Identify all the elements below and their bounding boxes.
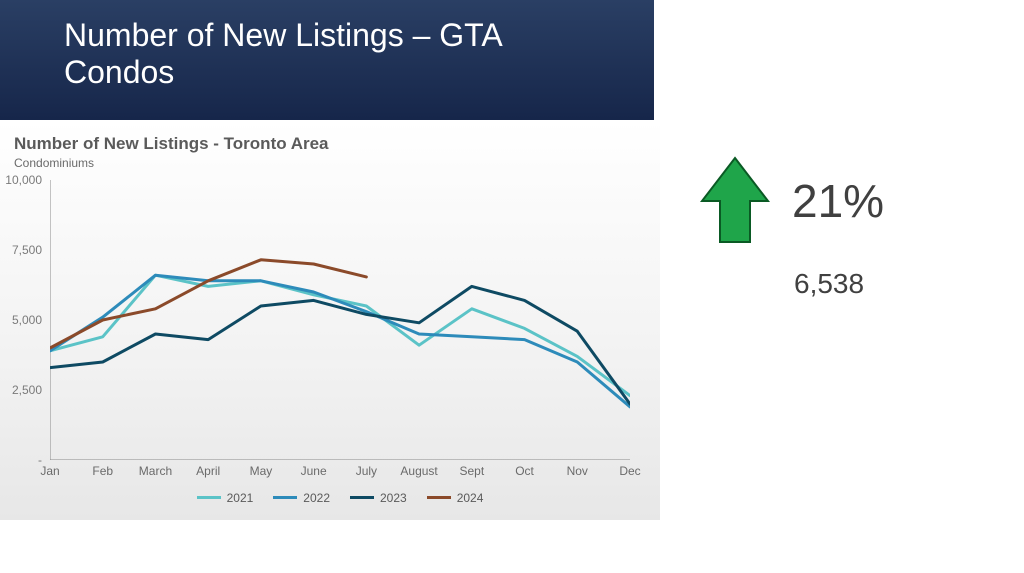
series-line-2021: [50, 275, 630, 395]
legend-label: 2021: [227, 491, 254, 505]
x-tick-label: June: [301, 464, 327, 478]
legend-label: 2023: [380, 491, 407, 505]
legend-swatch: [427, 496, 451, 499]
x-tick-label: Dec: [619, 464, 640, 478]
percent-change: 21%: [792, 174, 884, 228]
y-tick-label: -: [0, 453, 42, 467]
legend-item-2024: 2024: [427, 491, 484, 505]
legend-swatch: [350, 496, 374, 499]
legend-swatch: [197, 496, 221, 499]
stat-panel: 21% 6,538: [700, 156, 1000, 300]
chart-legend: 2021 2022 2023 2024: [50, 488, 630, 505]
slide-title: Number of New Listings – GTA: [64, 18, 654, 53]
x-tick-label: Feb: [92, 464, 113, 478]
y-tick-label: 7,500: [0, 243, 42, 257]
x-tick-label: August: [400, 464, 437, 478]
x-tick-label: July: [356, 464, 377, 478]
legend-item-2022: 2022: [273, 491, 330, 505]
legend-label: 2024: [457, 491, 484, 505]
legend-swatch: [273, 496, 297, 499]
x-tick-label: March: [139, 464, 172, 478]
y-tick-label: 5,000: [0, 313, 42, 327]
chart-heading-block: Number of New Listings - Toronto Area Co…: [14, 134, 329, 170]
x-tick-label: Nov: [567, 464, 588, 478]
x-tick-label: Jan: [40, 464, 59, 478]
arrow-up-icon: [700, 156, 770, 246]
chart-panel: Number of New Listings - Toronto Area Co…: [0, 120, 660, 520]
x-tick-label: April: [196, 464, 220, 478]
slide-content: Number of New Listings - Toronto Area Co…: [0, 120, 1024, 573]
chart-title: Number of New Listings - Toronto Area: [14, 134, 329, 154]
slide-header: Number of New Listings – GTA Condos: [0, 0, 654, 120]
chart-svg: [50, 180, 630, 460]
series-line-2023: [50, 286, 630, 404]
line-chart: -2,5005,0007,50010,000JanFebMarchAprilMa…: [50, 180, 630, 460]
y-tick-label: 2,500: [0, 383, 42, 397]
x-tick-label: Oct: [515, 464, 534, 478]
x-tick-label: Sept: [459, 464, 484, 478]
stat-row: 21%: [700, 156, 1000, 246]
y-tick-label: 10,000: [0, 173, 42, 187]
legend-item-2021: 2021: [197, 491, 254, 505]
slide-subtitle: Condos: [64, 53, 654, 91]
chart-subtitle: Condominiums: [14, 156, 329, 170]
legend-item-2023: 2023: [350, 491, 407, 505]
series-line-2024: [50, 260, 366, 348]
legend-label: 2022: [303, 491, 330, 505]
latest-value: 6,538: [794, 268, 1000, 300]
x-tick-label: May: [250, 464, 273, 478]
